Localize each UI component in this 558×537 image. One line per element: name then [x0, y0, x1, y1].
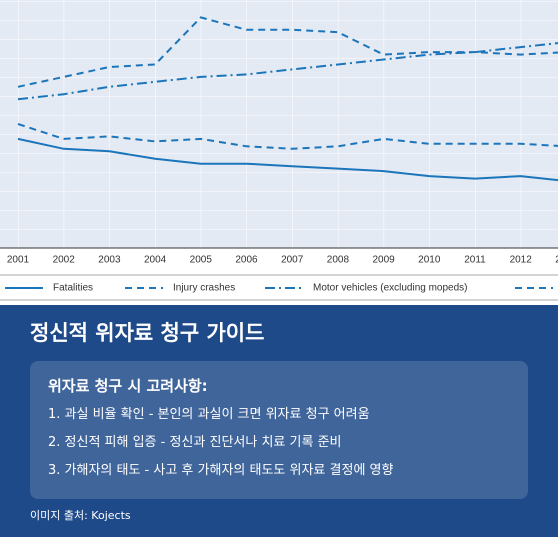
x-tick-label: 2011: [464, 255, 486, 266]
series-line: [17, 16, 558, 88]
guide-card: 위자료 청구 시 고려사항: 1. 과실 비율 확인 - 본인의 과실이 크면 …: [30, 361, 528, 499]
x-tick-label: 2001: [7, 255, 30, 266]
series-line: [17, 137, 558, 182]
guide-item: 2. 정신적 피해 입증 - 정신과 진단서나 치료 기록 준비: [48, 435, 342, 450]
guide-item: 3. 가해자의 태도 - 사고 후 가해자의 태도도 위자료 결정에 영향: [48, 463, 394, 478]
x-tick-label: 2009: [372, 255, 395, 266]
series-line: [17, 42, 558, 101]
x-tick-label: 2003: [98, 255, 121, 266]
guide-title: 정신적 위자료 청구 가이드: [30, 321, 265, 345]
x-tick-label: 2002: [53, 255, 76, 266]
legend-label: Motor vehicles (excluding mopeds): [313, 283, 468, 294]
plot-background: [0, 0, 558, 248]
guide-item: 1. 과실 비율 확인 - 본인의 과실이 크면 위자료 청구 어려움: [48, 407, 370, 422]
guide-panel: 정신적 위자료 청구 가이드 위자료 청구 시 고려사항: 1. 과실 비율 확…: [0, 305, 558, 537]
legend-label: Fatalities: [53, 283, 93, 294]
x-tick-label: 2005: [190, 255, 213, 266]
x-tick-label: 2004: [144, 255, 167, 266]
series-line: [17, 123, 558, 150]
x-tick-label: 2006: [235, 255, 258, 266]
image-source: 이미지 출처: Kojects: [30, 509, 131, 522]
card-heading: 위자료 청구 시 고려사항:: [48, 377, 208, 395]
chart: 2001 2002 2003 2004 2005 2006 2007 2008 2009 2010…: [0, 0, 558, 301]
x-tick-label: 2008: [327, 255, 350, 266]
x-tick-label: 2013: [555, 255, 558, 266]
x-tick-label: 2010: [418, 255, 441, 266]
x-tick-label: 2007: [281, 255, 304, 266]
legend-label: Injury crashes: [173, 283, 235, 294]
x-tick-label: 2012: [510, 255, 533, 266]
